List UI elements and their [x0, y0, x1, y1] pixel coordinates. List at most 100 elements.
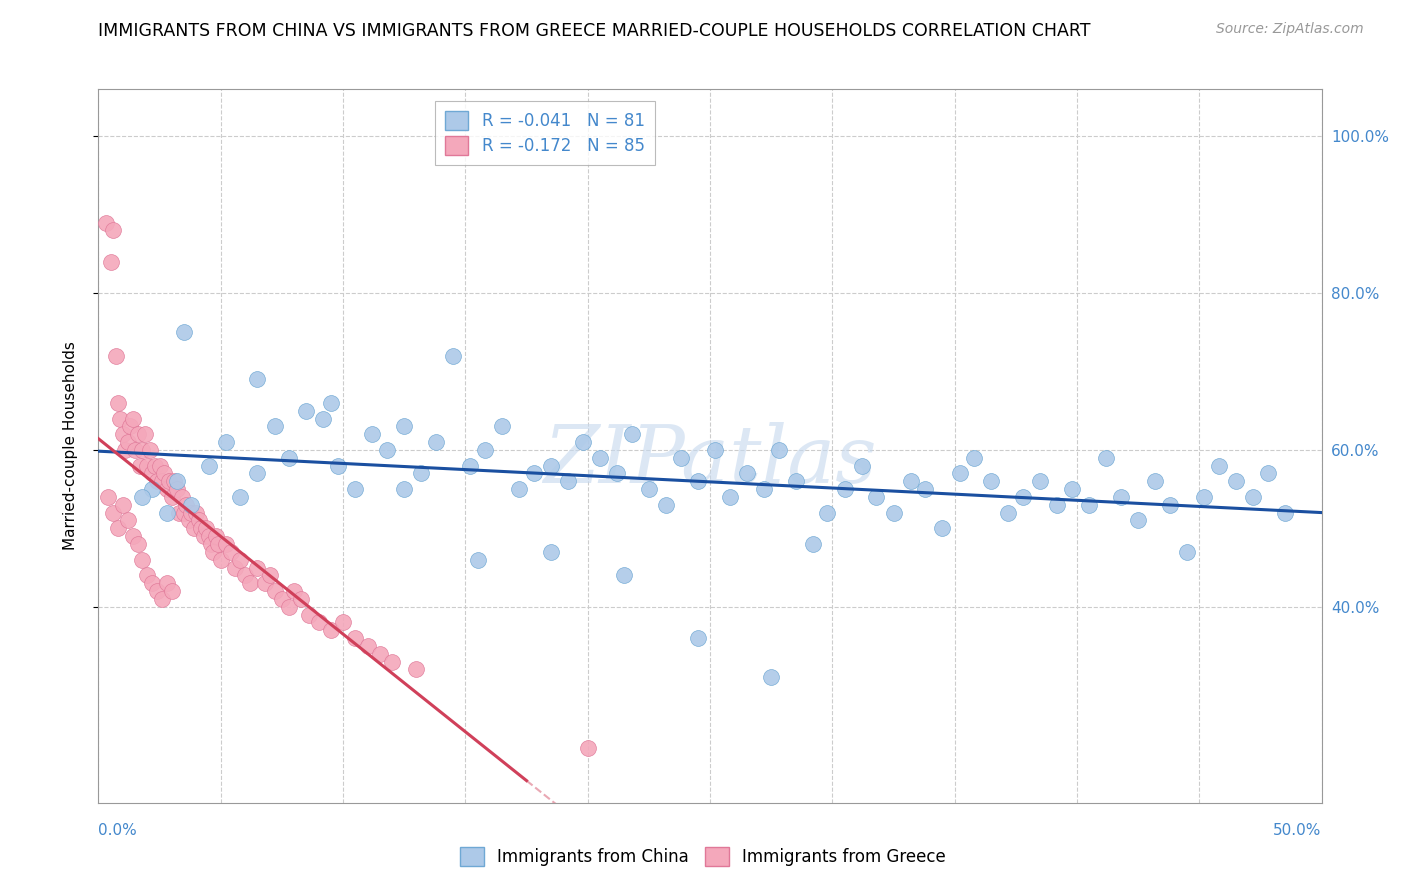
- Point: [187, 514, 209, 528]
- Point: [263, 584, 285, 599]
- Point: [111, 498, 134, 512]
- Point: [718, 490, 741, 504]
- Point: [368, 647, 391, 661]
- Point: [214, 537, 236, 551]
- Point: [209, 552, 232, 566]
- Point: [186, 506, 208, 520]
- Point: [686, 475, 709, 489]
- Point: [160, 490, 183, 504]
- Point: [166, 482, 188, 496]
- Point: [283, 584, 305, 599]
- Text: Source: ZipAtlas.com: Source: ZipAtlas.com: [1216, 22, 1364, 37]
- Point: [295, 403, 318, 417]
- Point: [817, 506, 839, 520]
- Point: [290, 591, 312, 606]
- Point: [146, 475, 169, 489]
- Point: [761, 670, 783, 684]
- Point: [344, 482, 367, 496]
- Point: [246, 467, 269, 481]
- Point: [865, 490, 887, 504]
- Point: [381, 655, 404, 669]
- Point: [177, 514, 200, 528]
- Point: [540, 545, 562, 559]
- Point: [156, 576, 179, 591]
- Point: [686, 631, 709, 645]
- Point: [557, 475, 579, 489]
- Point: [180, 498, 202, 512]
- Point: [491, 419, 513, 434]
- Point: [914, 482, 936, 496]
- Point: [319, 396, 342, 410]
- Point: [441, 349, 464, 363]
- Point: [141, 576, 163, 591]
- Point: [312, 411, 335, 425]
- Point: [540, 458, 562, 473]
- Point: [344, 631, 367, 645]
- Point: [655, 498, 678, 512]
- Point: [207, 537, 229, 551]
- Text: ZIPatlas: ZIPatlas: [543, 422, 877, 499]
- Point: [193, 529, 215, 543]
- Point: [1159, 498, 1181, 512]
- Point: [1062, 482, 1084, 496]
- Point: [166, 475, 188, 489]
- Point: [183, 521, 205, 535]
- Point: [150, 475, 173, 489]
- Point: [1029, 475, 1052, 489]
- Point: [474, 442, 496, 457]
- Point: [239, 576, 262, 591]
- Point: [124, 442, 146, 457]
- Point: [589, 450, 612, 465]
- Point: [101, 223, 124, 237]
- Point: [467, 552, 489, 566]
- Point: [146, 584, 169, 599]
- Point: [100, 254, 122, 268]
- Point: [834, 482, 856, 496]
- Y-axis label: Married-couple Households: Married-couple Households: [63, 342, 77, 550]
- Point: [233, 568, 256, 582]
- Point: [576, 740, 599, 755]
- Point: [1175, 545, 1198, 559]
- Point: [1225, 475, 1247, 489]
- Point: [1095, 450, 1118, 465]
- Point: [1109, 490, 1132, 504]
- Legend: Immigrants from China, Immigrants from Greece: Immigrants from China, Immigrants from G…: [451, 838, 955, 875]
- Point: [107, 396, 129, 410]
- Point: [1078, 498, 1101, 512]
- Point: [851, 458, 873, 473]
- Point: [963, 450, 986, 465]
- Point: [752, 482, 775, 496]
- Point: [620, 427, 643, 442]
- Point: [197, 458, 219, 473]
- Point: [197, 529, 219, 543]
- Point: [107, 521, 129, 535]
- Point: [229, 552, 252, 566]
- Point: [149, 458, 172, 473]
- Point: [136, 568, 159, 582]
- Point: [1192, 490, 1215, 504]
- Point: [270, 591, 294, 606]
- Point: [931, 521, 953, 535]
- Point: [202, 545, 225, 559]
- Point: [332, 615, 354, 630]
- Point: [392, 419, 416, 434]
- Point: [94, 215, 117, 229]
- Point: [405, 663, 427, 677]
- Point: [150, 591, 173, 606]
- Point: [163, 475, 186, 489]
- Point: [1257, 467, 1279, 481]
- Point: [143, 458, 166, 473]
- Point: [785, 475, 807, 489]
- Point: [131, 552, 153, 566]
- Point: [120, 419, 142, 434]
- Point: [980, 475, 1002, 489]
- Point: [613, 568, 636, 582]
- Point: [104, 349, 127, 363]
- Point: [141, 482, 163, 496]
- Point: [1128, 514, 1150, 528]
- Point: [638, 482, 661, 496]
- Point: [768, 442, 790, 457]
- Point: [319, 624, 342, 638]
- Point: [669, 450, 692, 465]
- Point: [1046, 498, 1069, 512]
